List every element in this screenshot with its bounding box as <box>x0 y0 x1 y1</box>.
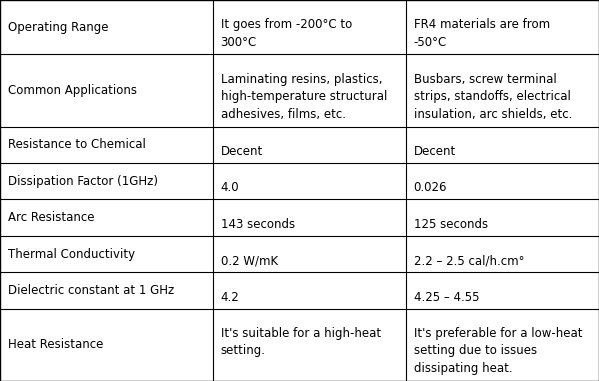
Text: 125 seconds: 125 seconds <box>413 218 488 231</box>
Text: Common Applications: Common Applications <box>8 84 137 97</box>
Text: 143 seconds: 143 seconds <box>220 218 295 231</box>
Text: It's suitable for a high-heat
setting.: It's suitable for a high-heat setting. <box>220 327 381 357</box>
Text: 4.2: 4.2 <box>220 291 240 304</box>
Text: Resistance to Chemical: Resistance to Chemical <box>8 138 146 151</box>
Text: It goes from -200°C to
300°C: It goes from -200°C to 300°C <box>220 18 352 49</box>
Text: Heat Resistance: Heat Resistance <box>8 338 104 351</box>
Text: Dielectric constant at 1 GHz: Dielectric constant at 1 GHz <box>8 284 174 297</box>
Text: 0.2 W/mK: 0.2 W/mK <box>220 254 278 267</box>
Text: Busbars, screw terminal
strips, standoffs, electrical
insulation, arc shields, e: Busbars, screw terminal strips, standoff… <box>413 72 572 120</box>
Text: Arc Resistance: Arc Resistance <box>8 211 95 224</box>
Text: Laminating resins, plastics,
high-temperature structural
adhesives, films, etc.: Laminating resins, plastics, high-temper… <box>220 72 387 120</box>
Text: It's preferable for a low-heat
setting due to issues
dissipating heat.: It's preferable for a low-heat setting d… <box>413 327 582 375</box>
Text: Decent: Decent <box>220 145 263 158</box>
Text: 2.2 – 2.5 cal/h.cm°: 2.2 – 2.5 cal/h.cm° <box>413 254 524 267</box>
Text: Operating Range: Operating Range <box>8 21 108 34</box>
Text: Thermal Conductivity: Thermal Conductivity <box>8 248 135 261</box>
Text: 4.25 – 4.55: 4.25 – 4.55 <box>413 291 479 304</box>
Text: FR4 materials are from
-50°C: FR4 materials are from -50°C <box>413 18 550 49</box>
Text: 4.0: 4.0 <box>220 181 239 194</box>
Text: 0.026: 0.026 <box>413 181 447 194</box>
Text: Decent: Decent <box>413 145 456 158</box>
Text: Dissipation Factor (1GHz): Dissipation Factor (1GHz) <box>8 175 158 188</box>
